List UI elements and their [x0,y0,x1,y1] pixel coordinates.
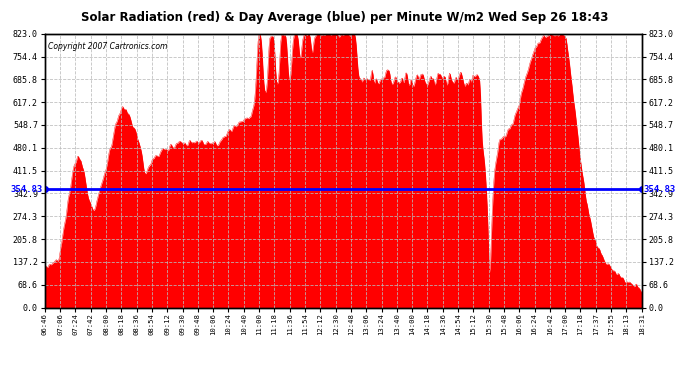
Text: 354.83: 354.83 [11,185,43,194]
Text: Copyright 2007 Cartronics.com: Copyright 2007 Cartronics.com [48,42,167,51]
Text: 354.83: 354.83 [644,185,676,194]
Text: Solar Radiation (red) & Day Average (blue) per Minute W/m2 Wed Sep 26 18:43: Solar Radiation (red) & Day Average (blu… [81,11,609,24]
